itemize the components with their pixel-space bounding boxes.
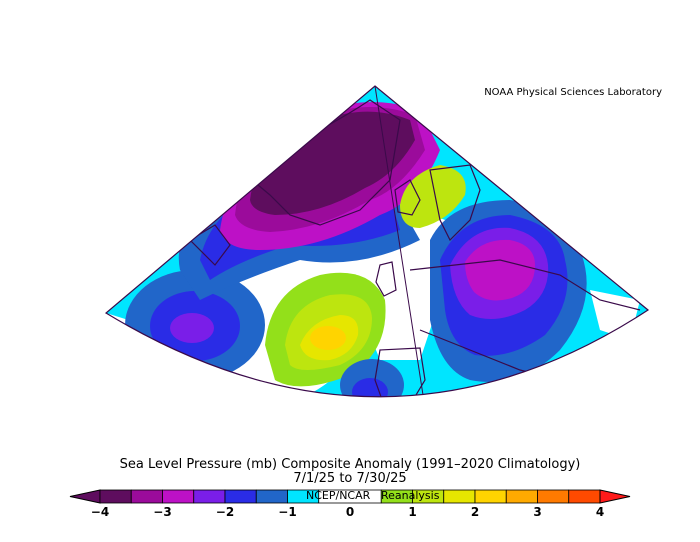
colorbar-tick-label: −2 — [215, 505, 235, 519]
iberia-coast — [374, 347, 426, 397]
caption-dates: 7/1/25 to 7/30/25 — [293, 471, 407, 486]
britain-coast — [375, 261, 397, 297]
field-iberia-low-2 — [352, 378, 388, 397]
colorbar-bin — [568, 489, 601, 504]
colorbar-bin — [255, 489, 288, 504]
dataset-name-right: Reanalysis — [381, 489, 440, 502]
iceland-coast — [394, 179, 421, 216]
africa-coast — [340, 410, 520, 430]
colorbar-bin — [130, 489, 163, 504]
colorbar-tick-label: −3 — [153, 505, 172, 519]
field-europe-4 — [465, 239, 535, 301]
colorbar-tick-label: 1 — [408, 505, 417, 519]
colorbar-tick-label: 0 — [345, 505, 355, 519]
scandinavia-coast — [429, 164, 481, 242]
colorbar-tick-label: 3 — [533, 505, 542, 519]
credit-label: NOAA Physical Sciences Laboratory — [484, 87, 662, 98]
colorbar-extend-high — [599, 489, 631, 504]
colorbar-tick-label: −1 — [278, 505, 297, 519]
caption-title: Sea Level Pressure (mb) Composite Anomal… — [119, 457, 581, 472]
field-scandinavia-high — [400, 165, 466, 228]
colorbar-bin — [443, 489, 476, 504]
colorbar-bin — [162, 489, 195, 504]
colorbar-bin — [505, 489, 538, 504]
colorbar-bin — [224, 489, 257, 504]
colorbar-bin — [537, 489, 570, 504]
colorbar-bin — [99, 489, 132, 504]
colorbar — [69, 489, 631, 504]
colorbar-extend-low — [69, 489, 101, 504]
colorbar-bin — [193, 489, 226, 504]
colorbar-tick-label: 4 — [595, 505, 605, 519]
field-w-atlantic-3 — [170, 313, 214, 343]
colorbar-tick-label: −4 — [90, 505, 110, 519]
field-atlantic-high-4 — [310, 326, 346, 350]
meridian-line — [374, 86, 431, 397]
colorbar-tick-label: 2 — [470, 505, 480, 519]
dataset-name-left: NCEP/NCAR — [306, 489, 371, 502]
map-border — [104, 85, 650, 398]
colorbar-bin — [474, 489, 507, 504]
canada-coast — [189, 224, 231, 266]
